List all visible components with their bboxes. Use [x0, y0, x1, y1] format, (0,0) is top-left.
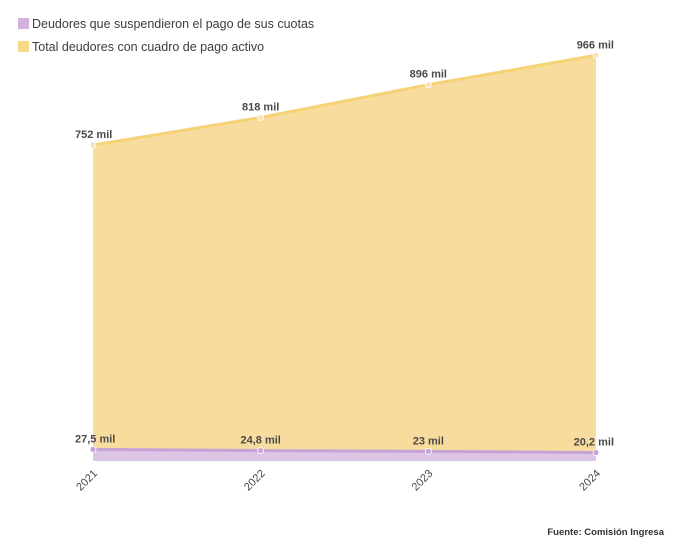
data-label-total-2021: 752 mil: [75, 129, 112, 141]
point-total-2021: [89, 141, 97, 149]
data-label-total-2022: 818 mil: [242, 101, 279, 113]
x-tick-label-2023: 2023: [410, 468, 436, 494]
data-label-suspended-2023: 23 mil: [413, 435, 444, 447]
line-total: [92, 53, 597, 147]
point-suspended-2024: [592, 449, 600, 456]
data-label-suspended-2024: 20,2 mil: [574, 437, 614, 449]
source-note: Fuente: Comisión Ingresa: [547, 527, 664, 538]
data-label-suspended-2022: 24,8 mil: [240, 435, 280, 447]
legend-swatch-total: [18, 41, 29, 52]
point-total-2024: [592, 51, 600, 59]
data-label-total-2023: 896 mil: [410, 69, 447, 81]
area-total: [93, 55, 596, 461]
legend-item-total: Total deudores con cuadro de pago activo: [18, 37, 314, 56]
x-tick-label-2024: 2024: [577, 468, 603, 494]
x-tick-label-2022: 2022: [242, 468, 268, 494]
x-tick-label-2021: 2021: [74, 468, 100, 494]
legend-label-suspended: Deudores que suspendieron el pago de sus…: [32, 16, 315, 31]
legend-swatch-suspended: [18, 18, 29, 29]
point-suspended-2021: [89, 446, 97, 453]
legend-item-suspended: Deudores que suspendieron el pago de sus…: [18, 14, 314, 33]
point-suspended-2022: [257, 447, 265, 454]
data-label-suspended-2021: 27,5 mil: [75, 433, 115, 445]
point-total-2023: [424, 81, 432, 89]
data-label-total-2024: 966 mil: [577, 39, 614, 51]
legend: Deudores que suspendieron el pago de sus…: [18, 14, 314, 60]
point-total-2022: [257, 114, 265, 121]
point-suspended-2023: [424, 447, 432, 455]
line-suspended: [92, 447, 597, 455]
legend-label-total: Total deudores con cuadro de pago activo: [32, 39, 265, 54]
